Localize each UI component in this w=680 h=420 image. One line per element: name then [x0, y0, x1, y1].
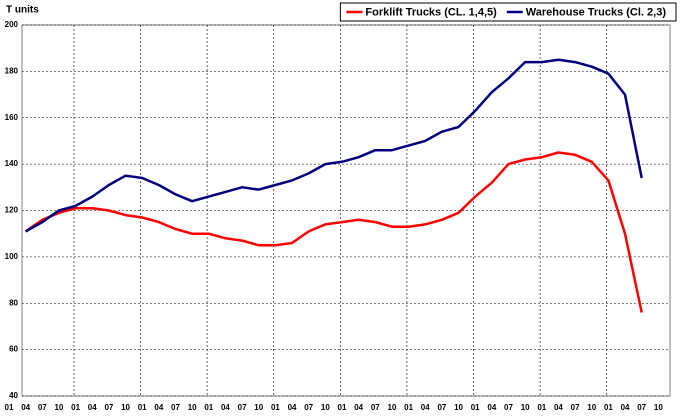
- x-tick-label: 07: [437, 403, 446, 412]
- x-tick-label: 04: [421, 403, 430, 412]
- x-tick-label: 04: [554, 403, 563, 412]
- legend-label: Forklift Trucks (CL. 1,4,5): [365, 6, 497, 18]
- line-series: [24, 58, 643, 233]
- x-tick-label: 01: [404, 403, 413, 412]
- x-tick-label: 07: [371, 403, 380, 412]
- x-tick-label: 10: [121, 403, 130, 412]
- y-tick-label: 160: [5, 113, 19, 122]
- x-tick-label: 07: [104, 403, 113, 412]
- x-tick-label: 04: [354, 403, 363, 412]
- y-tick-label: 120: [5, 206, 19, 215]
- x-tick-label: 07: [171, 403, 180, 412]
- x-tick-label: 10: [188, 403, 197, 412]
- x-tick-label: 10: [587, 403, 596, 412]
- x-tick-label: 10: [454, 403, 463, 412]
- x-tick-label: 04: [288, 403, 297, 412]
- x-tick-label: 01: [271, 403, 280, 412]
- x-tick-label: 01: [471, 403, 480, 412]
- x-tick-label: 04: [154, 403, 163, 412]
- x-tick-label: 01: [338, 403, 347, 412]
- x-tick-label: 10: [387, 403, 396, 412]
- x-tick-label: 01: [537, 403, 546, 412]
- y-axis-label: T units: [6, 5, 39, 16]
- y-tick-label: 60: [9, 345, 18, 354]
- x-tick-label: 04: [88, 403, 97, 412]
- y-tick-label: 80: [9, 298, 18, 307]
- legend: Forklift Trucks (CL. 1,4,5) Warehouse Tru…: [339, 2, 677, 22]
- y-tick-label: 180: [5, 66, 19, 75]
- x-tick-label: 07: [304, 403, 313, 412]
- x-tick-label: 01: [204, 403, 213, 412]
- x-tick-label: 07: [504, 403, 513, 412]
- y-tick-label: 40: [9, 391, 18, 400]
- x-tick-label: 10: [321, 403, 330, 412]
- x-tick-label: 01: [71, 403, 80, 412]
- x-tick-label: 07: [637, 403, 646, 412]
- line-series: [24, 151, 643, 313]
- x-tick-label: 10: [654, 403, 663, 412]
- x-tick-label: 01: [604, 403, 613, 412]
- y-tick-label: 100: [5, 252, 19, 261]
- x-tick-label: 01: [138, 403, 147, 412]
- x-tick-label: 07: [38, 403, 47, 412]
- x-tick-label: 04: [21, 403, 30, 412]
- y-tick-label: 200: [5, 20, 19, 29]
- x-tick-label: 04: [487, 403, 496, 412]
- y-tick-label: 140: [5, 159, 19, 168]
- x-tick-label: 01: [5, 403, 14, 412]
- x-tick-label: 04: [221, 403, 230, 412]
- x-tick-label: 07: [571, 403, 580, 412]
- x-tick-label: 10: [54, 403, 63, 412]
- x-tick-label: 04: [621, 403, 630, 412]
- x-tick-label: 07: [238, 403, 247, 412]
- x-tick-label: 10: [254, 403, 263, 412]
- legend-label: Warehouse Trucks (Cl. 2,3): [526, 6, 667, 18]
- x-tick-label: 10: [521, 403, 530, 412]
